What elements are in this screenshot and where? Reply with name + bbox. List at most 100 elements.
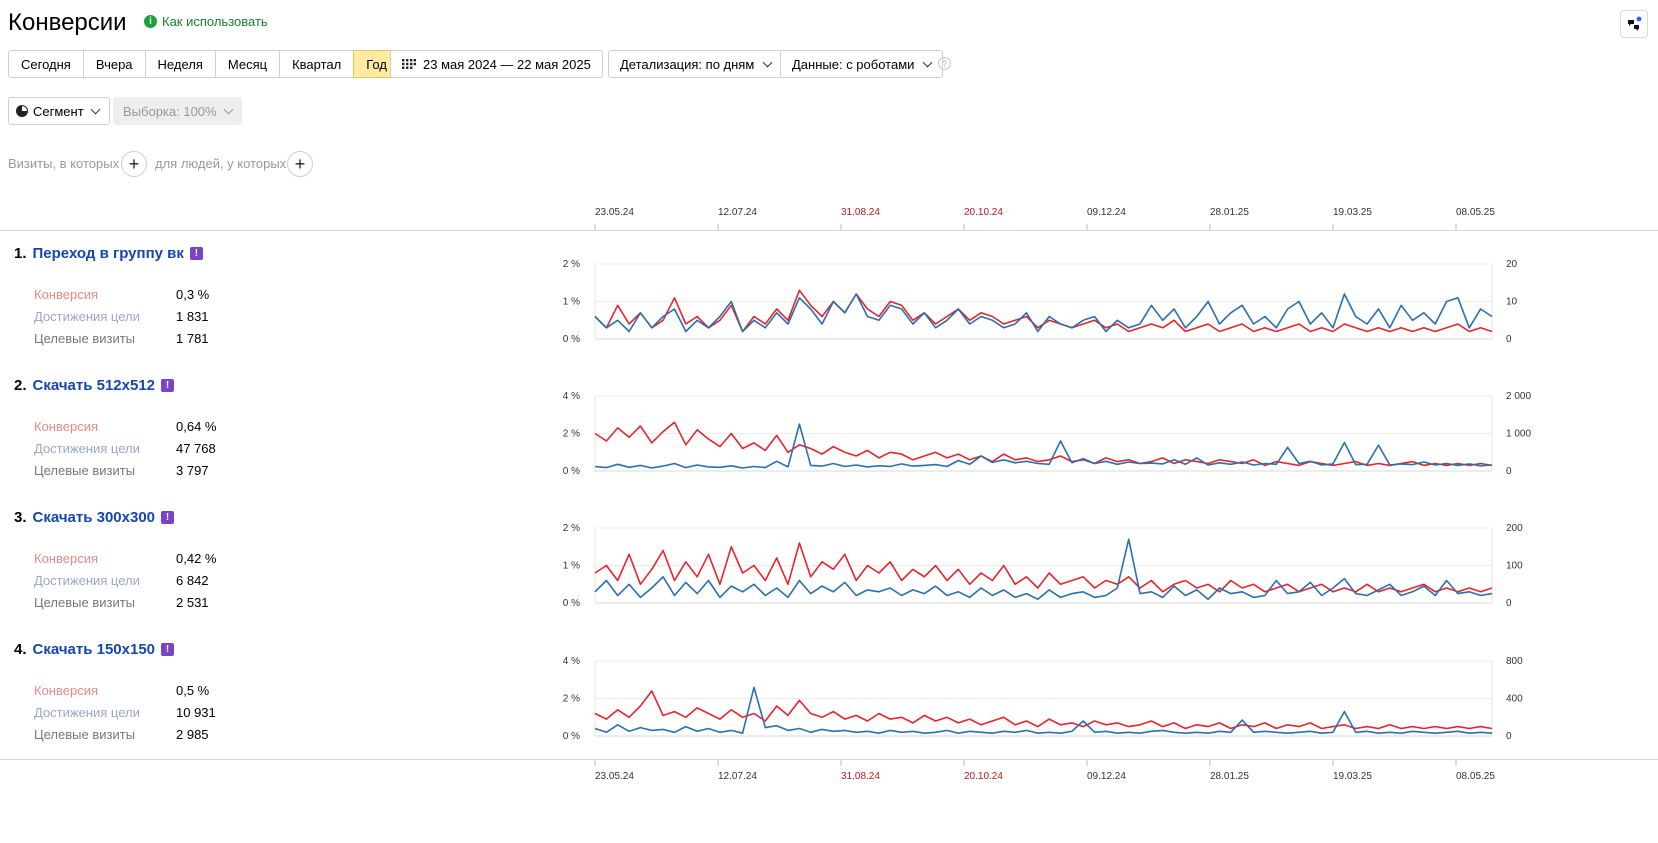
left-axis-tick-label: 0 % [563, 334, 580, 345]
date-range-label: 23 мая 2024 — 22 мая 2025 [423, 56, 591, 72]
goal-title: 3. Скачать 300x300 ! [14, 509, 175, 526]
timeline-tick-label: 23.05.24 [595, 207, 634, 218]
add-visits-condition-button[interactable]: + [121, 151, 147, 177]
people-condition-label: для людей, у которых [155, 156, 287, 171]
left-axis-tick-label: 1 % [563, 297, 580, 308]
conversion-series-line [594, 690, 1493, 730]
left-axis-tick-label: 2 % [563, 259, 580, 270]
right-axis-tick-label: 20 [1506, 259, 1518, 270]
right-axis-tick-label: 800 [1506, 656, 1523, 667]
calendar-icon [402, 59, 416, 69]
conversion-label: Конверсия [34, 287, 99, 302]
conversion-label: Конверсия [34, 419, 99, 434]
reaches-series-line [594, 538, 1493, 601]
left-axis-tick-label: 0 % [563, 466, 580, 477]
right-axis-tick-label: 200 [1506, 523, 1523, 534]
reaches-label: Достижения цели [34, 573, 140, 588]
visits-label: Целевые визиты [34, 727, 136, 742]
period-week-button[interactable]: Неделя [144, 50, 216, 78]
reaches-value: 1 831 [176, 309, 209, 324]
chat-bubbles-button[interactable] [1620, 10, 1648, 38]
timeline-tick-label: 08.05.25 [1456, 207, 1495, 218]
data-dropdown[interactable]: Данные: с роботами [780, 50, 944, 78]
chat-bubbles-icon [1628, 16, 1642, 31]
left-axis-tick-label: 2 % [563, 694, 580, 705]
right-axis-tick-label: 0 [1506, 598, 1512, 609]
help-icon[interactable]: ? [938, 57, 951, 70]
conversion-value: 0,42 % [176, 551, 217, 566]
left-axis-tick-label: 4 % [563, 656, 580, 667]
left-axis-tick-label: 2 % [563, 523, 580, 534]
reaches-value: 6 842 [176, 573, 209, 588]
visits-condition-label: Визиты, в которых [8, 156, 120, 171]
visits-value: 2 985 [176, 727, 209, 742]
pie-chart-icon [16, 105, 28, 117]
goal-number: 2. [14, 377, 27, 394]
visits-label: Целевые визиты [34, 331, 136, 346]
reaches-value: 47 768 [176, 441, 216, 456]
page-title: Конверсии [8, 9, 127, 36]
reaches-value: 10 931 [176, 705, 216, 720]
sample-label: Выборка: 100% [123, 103, 217, 119]
goal-number: 1. [14, 245, 27, 262]
right-axis-tick-label: 400 [1506, 694, 1523, 705]
date-range-button[interactable]: 23 мая 2024 — 22 мая 2025 [390, 50, 603, 78]
visits-label: Целевые визиты [34, 595, 136, 610]
goal-warning-icon[interactable]: ! [189, 247, 203, 260]
timeline-tick-label: 28.01.25 [1210, 207, 1249, 218]
conversion-value: 0,3 % [176, 287, 210, 302]
right-axis-tick-label: 1 000 [1506, 429, 1531, 440]
timeline-tick-label: 28.01.25 [1210, 771, 1249, 782]
reaches-label: Достижения цели [34, 309, 140, 324]
goal-warning-icon[interactable]: ! [161, 643, 175, 656]
left-axis-tick-label: 0 % [563, 598, 580, 609]
goal-title: 4. Скачать 150x150 ! [14, 641, 175, 658]
goal-link[interactable]: Скачать 512x512 [32, 377, 156, 394]
left-axis-tick-label: 4 % [563, 391, 580, 402]
goal-link[interactable]: Скачать 150x150 [32, 641, 156, 658]
left-axis-tick-label: 0 % [563, 731, 580, 742]
left-axis-tick-label: 1 % [563, 561, 580, 572]
segment-button[interactable]: Сегмент [8, 97, 110, 125]
timeline-tick-label: 23.05.24 [595, 771, 634, 782]
info-icon: i [144, 15, 157, 28]
timeline-tick-label: 20.10.24 [964, 771, 1003, 782]
goal-title: 2. Скачать 512x512 ! [14, 377, 175, 394]
visits-value: 1 781 [176, 331, 209, 346]
period-month-button[interactable]: Месяц [214, 50, 281, 78]
goal-link[interactable]: Скачать 300x300 [32, 509, 156, 526]
reaches-label: Достижения цели [34, 441, 140, 456]
conversion-series-line [594, 542, 1493, 593]
goal-warning-icon[interactable]: ! [161, 379, 175, 392]
period-quarter-button[interactable]: Квартал [279, 50, 355, 78]
timeline-tick-label: 09.12.24 [1087, 207, 1126, 218]
timeline-tick-label: 31.08.24 [841, 207, 880, 218]
goal-number: 3. [14, 509, 27, 526]
table-top-divider [0, 230, 1658, 231]
reaches-series-line [594, 293, 1493, 333]
how-to-use-link[interactable]: i Как использовать [144, 14, 268, 29]
sample-dropdown[interactable]: Выборка: 100% [113, 97, 242, 125]
goal-warning-icon[interactable]: ! [161, 511, 175, 524]
conversion-label: Конверсия [34, 551, 99, 566]
table-bottom-divider [0, 759, 1658, 760]
conversion-series-line [594, 421, 1493, 467]
period-today-button[interactable]: Сегодня [8, 50, 84, 78]
visits-label: Целевые визиты [34, 463, 136, 478]
data-label: Данные: с роботами [792, 56, 915, 72]
right-axis-tick-label: 100 [1506, 561, 1523, 572]
left-axis-tick-label: 2 % [563, 429, 580, 440]
conversion-label: Конверсия [34, 683, 99, 698]
goal-title: 1. Переход в группу вк ! [14, 245, 203, 262]
reaches-label: Достижения цели [34, 705, 140, 720]
detail-dropdown[interactable]: Детализация: по дням [608, 50, 784, 78]
goal-link[interactable]: Переход в группу вк [32, 245, 184, 262]
timeline-tick-label: 08.05.25 [1456, 771, 1495, 782]
right-axis-tick-label: 0 [1506, 466, 1512, 477]
reaches-series-line [594, 423, 1493, 469]
right-axis-tick-label: 10 [1506, 297, 1518, 308]
add-people-condition-button[interactable]: + [287, 151, 313, 177]
timeline-tick-label: 20.10.24 [964, 207, 1003, 218]
goal-number: 4. [14, 641, 27, 658]
